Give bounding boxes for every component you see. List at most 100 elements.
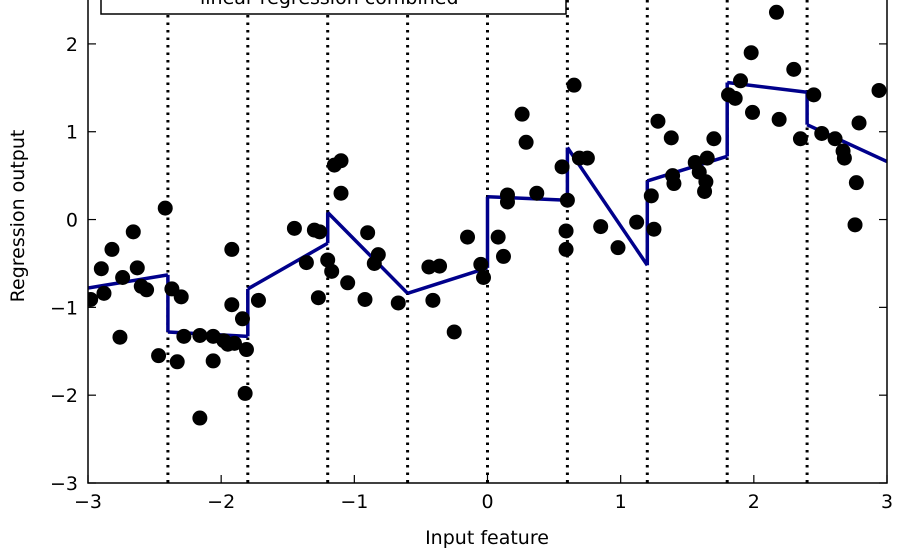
data-point	[786, 61, 802, 77]
legend: linear regression combined	[100, 0, 567, 15]
data-point	[558, 241, 574, 257]
data-point	[115, 270, 131, 286]
data-point	[320, 252, 336, 268]
data-point	[139, 282, 155, 298]
data-point	[298, 255, 314, 271]
data-point	[827, 131, 843, 147]
data-point	[559, 192, 575, 208]
data-point	[518, 134, 534, 150]
data-point	[836, 150, 852, 166]
data-point	[129, 260, 145, 276]
y-tick-label: 2	[66, 34, 78, 56]
x-tick-label: 1	[615, 491, 627, 513]
data-point	[771, 111, 787, 127]
axis-ticks: −3 −2 −1 0 1 2 3 −3 −2 −1 0 1 2	[50, 34, 893, 513]
data-point	[579, 150, 595, 166]
legend-box	[100, 0, 567, 15]
data-point	[706, 131, 722, 147]
data-point	[495, 248, 511, 264]
data-point	[814, 125, 830, 141]
x-tick-label: −1	[340, 491, 368, 513]
data-point	[806, 87, 822, 103]
data-point	[224, 297, 240, 313]
data-point	[566, 77, 582, 93]
data-point	[125, 224, 141, 240]
data-point	[340, 275, 356, 291]
x-axis-label: Input feature	[425, 527, 549, 548]
data-point	[743, 45, 759, 61]
data-point	[663, 130, 679, 146]
data-point	[446, 324, 462, 340]
data-point	[250, 292, 266, 308]
data-point	[871, 82, 887, 98]
data-point	[745, 104, 761, 120]
x-tick-label: −3	[74, 491, 102, 513]
regression-segment	[246, 241, 329, 291]
data-point	[593, 219, 609, 235]
data-point	[390, 295, 406, 311]
y-tick-label: 0	[66, 210, 78, 232]
data-point	[169, 354, 185, 370]
data-point	[226, 335, 242, 351]
data-point	[727, 90, 743, 106]
data-point	[529, 185, 545, 201]
data-point	[360, 225, 376, 241]
y-tick-label: −2	[50, 385, 78, 407]
data-point-group	[88, 4, 887, 426]
regression-segment	[646, 154, 728, 183]
data-point	[234, 311, 250, 327]
regression-segment	[326, 211, 409, 295]
x-tick-label: −2	[207, 491, 235, 513]
data-point	[112, 329, 128, 345]
data-point	[460, 229, 476, 245]
data-point	[88, 291, 99, 307]
data-point	[333, 153, 349, 169]
regression-segment	[407, 266, 489, 295]
data-point	[176, 328, 192, 344]
data-point	[699, 150, 715, 166]
data-point	[425, 292, 441, 308]
y-tick-label: 1	[66, 122, 78, 144]
data-point	[610, 240, 626, 256]
regression-segment	[565, 146, 649, 267]
data-point	[333, 185, 349, 201]
data-point	[514, 106, 530, 122]
x-tick-label: 3	[881, 491, 893, 513]
data-point	[205, 353, 221, 369]
data-point	[238, 342, 254, 358]
y-axis-label: Regression output	[7, 130, 29, 303]
data-point	[224, 241, 240, 257]
y-tick-label: −1	[50, 297, 78, 319]
data-point	[499, 194, 515, 210]
data-point	[192, 410, 208, 426]
data-point	[851, 115, 867, 131]
data-point	[157, 200, 173, 216]
data-point	[473, 256, 489, 272]
data-point	[237, 385, 253, 401]
data-point	[650, 113, 666, 129]
data-point	[432, 258, 448, 274]
data-point	[847, 217, 863, 233]
data-point	[643, 188, 659, 204]
regression-segment	[487, 194, 568, 202]
data-point	[768, 4, 784, 20]
data-point	[310, 290, 326, 306]
data-point	[312, 224, 328, 240]
data-point	[646, 221, 662, 237]
data-point	[151, 348, 167, 364]
y-tick-label: −3	[50, 473, 78, 495]
data-point	[173, 289, 189, 305]
data-point	[490, 229, 506, 245]
data-point	[792, 131, 808, 147]
x-tick-label: 2	[748, 491, 760, 513]
data-point	[357, 291, 373, 307]
data-point	[286, 220, 302, 236]
data-point	[666, 176, 682, 192]
data-point	[629, 214, 645, 230]
data-point	[324, 263, 340, 279]
legend-text: linear regression combined	[200, 0, 459, 9]
data-point	[192, 327, 208, 343]
data-point	[558, 223, 574, 239]
data-point	[554, 159, 570, 175]
